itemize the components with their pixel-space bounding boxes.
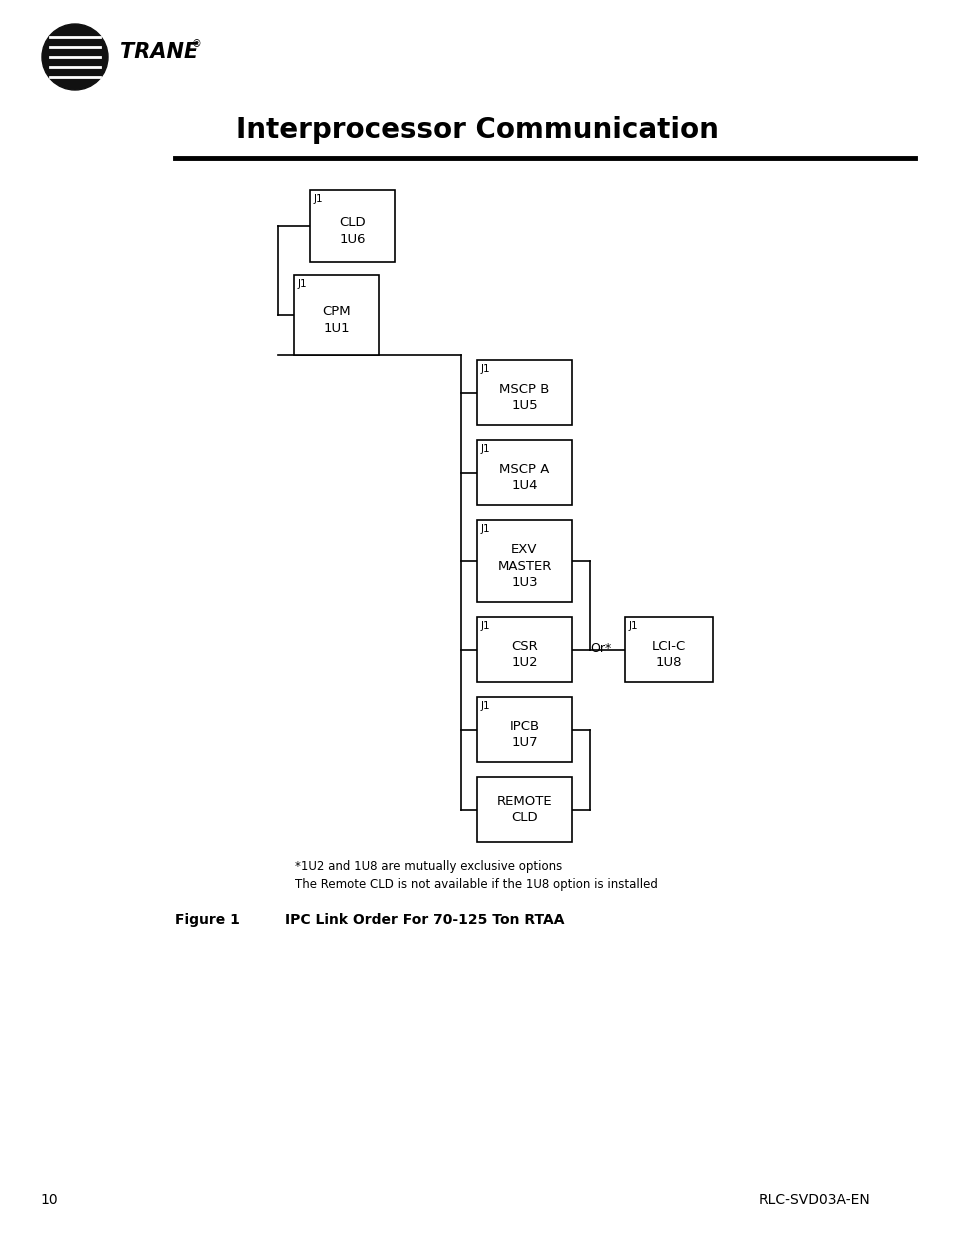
Text: EXV
MASTER
1U3: EXV MASTER 1U3 — [497, 543, 551, 589]
Text: IPCB
1U7: IPCB 1U7 — [509, 720, 539, 750]
Text: J1: J1 — [297, 279, 307, 289]
Bar — [476, 359, 572, 425]
Text: CPM
1U1: CPM 1U1 — [322, 305, 351, 335]
Bar — [476, 520, 572, 601]
Text: IPC Link Order For 70-125 Ton RTAA: IPC Link Order For 70-125 Ton RTAA — [285, 913, 564, 927]
Text: CSR
1U2: CSR 1U2 — [511, 640, 537, 669]
Bar — [294, 275, 378, 354]
Text: TRANE: TRANE — [120, 42, 198, 62]
Text: J1: J1 — [480, 364, 490, 374]
Bar — [624, 618, 712, 682]
Bar — [476, 440, 572, 505]
Text: 10: 10 — [40, 1193, 57, 1207]
Text: The Remote CLD is not available if the 1U8 option is installed: The Remote CLD is not available if the 1… — [294, 878, 658, 890]
Text: CLD
1U6: CLD 1U6 — [339, 216, 365, 246]
Text: ®: ® — [192, 40, 201, 49]
Text: RLC-SVD03A-EN: RLC-SVD03A-EN — [758, 1193, 869, 1207]
Ellipse shape — [42, 23, 108, 90]
Text: J1: J1 — [480, 524, 490, 534]
Bar — [476, 697, 572, 762]
Bar — [310, 190, 395, 262]
Text: MSCP A
1U4: MSCP A 1U4 — [498, 463, 549, 493]
Text: J1: J1 — [480, 701, 490, 711]
Text: Or*: Or* — [590, 642, 611, 656]
Text: *1U2 and 1U8 are mutually exclusive options: *1U2 and 1U8 are mutually exclusive opti… — [294, 860, 561, 873]
Text: J1: J1 — [480, 445, 490, 454]
Text: Figure 1: Figure 1 — [174, 913, 239, 927]
Bar — [476, 618, 572, 682]
Text: LCI-C
1U8: LCI-C 1U8 — [651, 640, 685, 669]
Text: Interprocessor Communication: Interprocessor Communication — [235, 116, 718, 144]
Bar — [476, 777, 572, 842]
Text: J1: J1 — [628, 621, 638, 631]
Text: MSCP B
1U5: MSCP B 1U5 — [498, 383, 549, 412]
Text: J1: J1 — [314, 194, 323, 204]
Text: REMOTE
CLD: REMOTE CLD — [497, 795, 552, 824]
Text: J1: J1 — [480, 621, 490, 631]
